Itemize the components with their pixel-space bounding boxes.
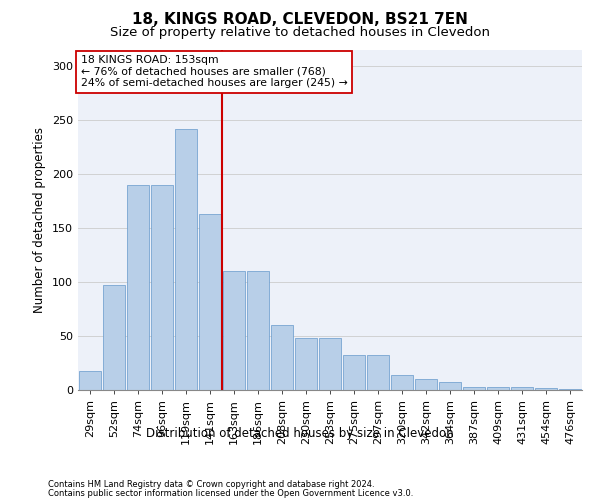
Bar bbox=[271, 325, 293, 390]
Text: Contains HM Land Registry data © Crown copyright and database right 2024.: Contains HM Land Registry data © Crown c… bbox=[48, 480, 374, 489]
Bar bbox=[535, 388, 557, 390]
Bar bbox=[439, 382, 461, 390]
Bar bbox=[367, 356, 389, 390]
Text: 18 KINGS ROAD: 153sqm
← 76% of detached houses are smaller (768)
24% of semi-det: 18 KINGS ROAD: 153sqm ← 76% of detached … bbox=[80, 55, 347, 88]
Bar bbox=[151, 185, 173, 390]
Bar bbox=[199, 214, 221, 390]
Bar bbox=[559, 389, 581, 390]
Text: Contains public sector information licensed under the Open Government Licence v3: Contains public sector information licen… bbox=[48, 488, 413, 498]
Bar bbox=[295, 338, 317, 390]
Bar bbox=[175, 129, 197, 390]
Bar bbox=[79, 370, 101, 390]
Bar bbox=[343, 356, 365, 390]
Text: Size of property relative to detached houses in Clevedon: Size of property relative to detached ho… bbox=[110, 26, 490, 39]
Bar bbox=[391, 375, 413, 390]
Text: Distribution of detached houses by size in Clevedon: Distribution of detached houses by size … bbox=[146, 428, 454, 440]
Bar bbox=[127, 185, 149, 390]
Text: 18, KINGS ROAD, CLEVEDON, BS21 7EN: 18, KINGS ROAD, CLEVEDON, BS21 7EN bbox=[132, 12, 468, 28]
Bar bbox=[223, 272, 245, 390]
Bar bbox=[319, 338, 341, 390]
Bar bbox=[487, 387, 509, 390]
Bar bbox=[415, 379, 437, 390]
Bar bbox=[511, 387, 533, 390]
Bar bbox=[247, 272, 269, 390]
Bar bbox=[103, 286, 125, 390]
Y-axis label: Number of detached properties: Number of detached properties bbox=[34, 127, 46, 313]
Bar bbox=[463, 387, 485, 390]
